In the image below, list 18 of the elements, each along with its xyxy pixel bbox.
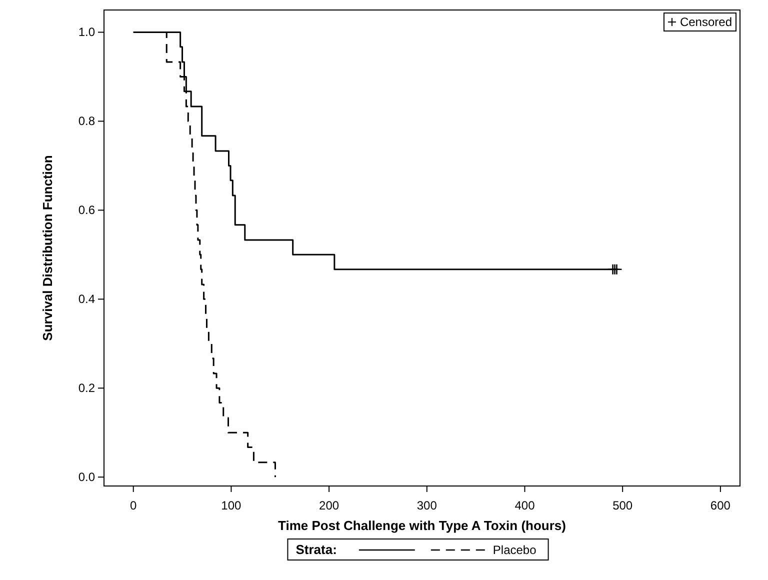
- y-tick-label: 0.4: [78, 292, 96, 306]
- x-tick-label: 300: [416, 498, 438, 512]
- y-tick-label: 1.0: [78, 25, 96, 40]
- x-tick-label: 500: [612, 498, 633, 512]
- y-tick-label: 0.0: [78, 470, 96, 484]
- x-tick-label: 100: [221, 498, 242, 512]
- y-axis-title: Survival Distribution Function: [40, 155, 55, 341]
- legend-label: Placebo: [492, 543, 537, 557]
- y-tick-label: 0.6: [78, 203, 96, 218]
- x-tick-label: 0: [130, 498, 138, 512]
- y-tick-label: 0.8: [78, 114, 96, 128]
- legend-title: Strata:: [296, 542, 337, 557]
- legend-label: Censored: [680, 15, 732, 29]
- x-tick-label: 600: [710, 498, 731, 512]
- y-tick-label: 0.2: [78, 380, 96, 395]
- x-tick-label: 400: [514, 498, 536, 512]
- x-axis-title: Time Post Challenge with Type A Toxin (hours): [278, 518, 566, 533]
- x-tick-label: 200: [319, 498, 340, 512]
